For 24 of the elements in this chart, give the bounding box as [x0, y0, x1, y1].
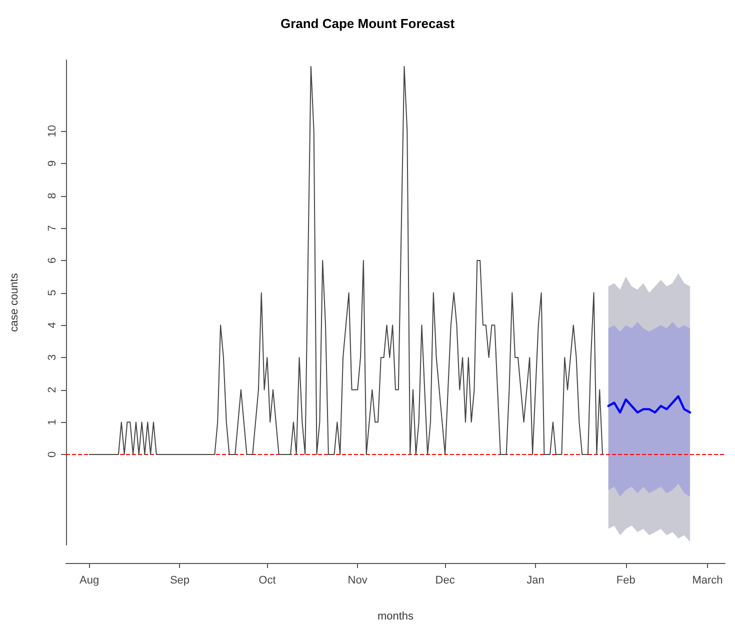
x-tick-label: Oct	[258, 574, 276, 586]
y-tick-label: 6	[46, 257, 58, 264]
x-tick-label: Nov	[348, 574, 368, 586]
y-axis-title: case counts	[8, 272, 20, 332]
y-tick-label: 0	[46, 451, 58, 458]
x-tick-label: Sep	[170, 574, 190, 586]
y-tick-label: 10	[46, 125, 58, 138]
y-tick-label: 9	[46, 160, 58, 167]
x-axis-title: months	[377, 610, 414, 622]
x-tick-label: Dec	[435, 574, 456, 586]
y-tick-label: 3	[46, 354, 58, 361]
y-tick-label: 8	[46, 192, 58, 199]
x-tick-label: March	[692, 574, 723, 586]
y-tick-label: 1	[46, 419, 58, 426]
y-tick-label: 5	[46, 290, 58, 296]
y-tick-label: 2	[46, 386, 58, 393]
line-series	[607, 395, 692, 414]
y-tick-label: 7	[46, 225, 58, 232]
x-tick-label: Jan	[526, 574, 544, 586]
y-tick-label: 4	[46, 322, 58, 328]
line-series	[88, 66, 604, 455]
x-tick-label: Feb	[616, 574, 636, 586]
x-tick-label: Aug	[80, 574, 100, 586]
chart-title: Grand Cape Mount Forecast	[280, 16, 456, 31]
